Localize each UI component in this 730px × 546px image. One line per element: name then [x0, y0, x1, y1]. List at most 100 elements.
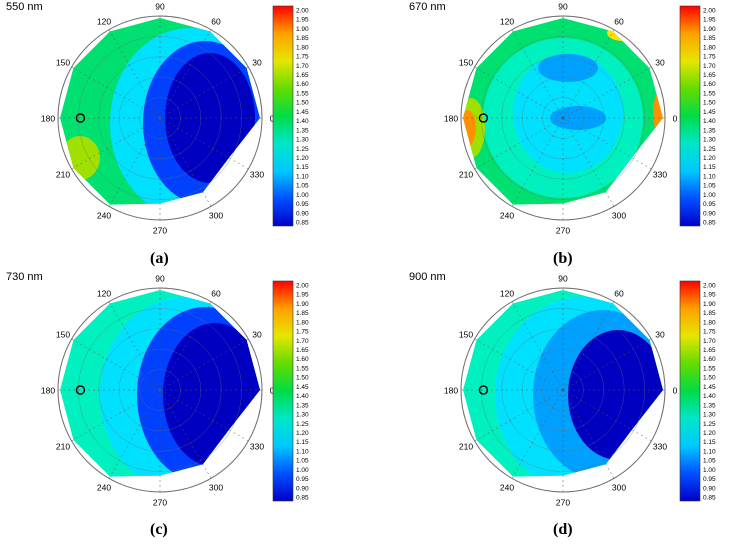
colorbar-tick-label: 0.85: [296, 495, 309, 502]
angle-tick-label: 150: [56, 330, 70, 340]
colorbar-tick-label: 1.40: [703, 393, 716, 400]
colorbar-tick-label: 2.00: [296, 283, 309, 290]
marker-open-circle: [75, 385, 86, 395]
colorbar-tick-label: 1.65: [296, 72, 309, 79]
colorbar-tick-label: 1.15: [703, 164, 716, 171]
colorbar-tick-label: 1.00: [703, 192, 716, 199]
colorbar-tick-label: 1.20: [296, 430, 309, 437]
colorbar: [272, 280, 294, 502]
polar-panel-1: 550 nm 90603003303002702402101801501202.0…: [6, 1, 309, 236]
colorbar-tick-label: 1.90: [703, 26, 716, 33]
angle-tick-label: 270: [153, 226, 167, 236]
angle-tick-label: 90: [558, 2, 568, 12]
colorbar-tick-label: 0.90: [703, 485, 716, 492]
polar-spoke: [562, 301, 615, 391]
polar-spoke: [474, 338, 564, 391]
polar-spoke: [159, 389, 212, 479]
colorbar-tick-label: 0.95: [703, 201, 716, 208]
panel-label-d: (d): [553, 521, 573, 538]
colorbar-tick-label: 1.50: [296, 100, 309, 107]
colorbar-tick-label: 1.45: [296, 384, 309, 391]
colorbar-tick-label: 1.35: [296, 127, 309, 134]
polar-spoke: [562, 389, 652, 442]
angle-tick-label: 60: [614, 289, 624, 299]
marker-open-circle: [478, 385, 489, 395]
colorbar-tick-label: 0.85: [296, 220, 309, 227]
colorbar-tick-label: 2.00: [703, 8, 716, 15]
angle-tick-label: 0: [673, 114, 678, 124]
colorbar-tick-label: 1.00: [296, 467, 309, 474]
colorbar-tick-label: 1.55: [703, 90, 716, 97]
colorbar-tick-label: 1.60: [296, 356, 309, 363]
colorbar-tick-label: 2.00: [296, 8, 309, 15]
polar-spoke: [108, 301, 161, 391]
colorbar-tick-label: 1.30: [703, 412, 716, 419]
colorbar-tick-label: 1.30: [296, 137, 309, 144]
colorbar-tick-label: 1.55: [703, 365, 716, 372]
angle-tick-label: 120: [97, 289, 111, 299]
colorbar-tick-label: 1.50: [703, 100, 716, 107]
colorbar-tick-label: 1.90: [703, 301, 716, 308]
angle-tick-label: 240: [500, 210, 514, 220]
colorbar-tick-label: 1.30: [703, 137, 716, 144]
colorbar-tick-label: 1.20: [703, 155, 716, 162]
polar-spoke: [159, 117, 249, 170]
angle-tick-label: 180: [444, 386, 458, 396]
colorbar-tick-label: 1.65: [703, 72, 716, 79]
colorbar-tick-label: 1.75: [703, 54, 716, 61]
colorbar-tick-label: 1.45: [703, 384, 716, 391]
angle-tick-label: 0: [673, 386, 678, 396]
polar-spoke: [511, 389, 564, 479]
angle-tick-label: 270: [556, 226, 570, 236]
polar-spoke: [159, 66, 249, 119]
colorbar-tick-label: 0.90: [296, 485, 309, 492]
polar-spoke: [511, 301, 564, 391]
colorbar-tick-label: 1.70: [296, 338, 309, 345]
colorbar-tick-label: 1.00: [703, 467, 716, 474]
colorbar-tick-label: 1.80: [296, 44, 309, 51]
colorbar-tick-label: 0.90: [296, 210, 309, 217]
polar-spoke: [71, 66, 161, 119]
polar-spoke: [159, 338, 249, 391]
colorbar-tick-label: 1.25: [296, 146, 309, 153]
colorbar-tick-label: 1.35: [703, 127, 716, 134]
colorbar-tick-label: 1.20: [296, 155, 309, 162]
colorbar-tick-label: 1.45: [296, 109, 309, 116]
polar-spoke: [159, 389, 249, 442]
panel-title: 550 nm: [6, 1, 43, 13]
angle-tick-label: 180: [444, 114, 458, 124]
colorbar: [679, 5, 701, 227]
colorbar-tick-label: 1.70: [703, 63, 716, 70]
angle-tick-label: 210: [459, 170, 473, 180]
colorbar-tick-label: 1.70: [296, 63, 309, 70]
colorbar-tick-label: 1.60: [703, 356, 716, 363]
polar-spoke: [511, 29, 564, 119]
angle-tick-label: 150: [459, 58, 473, 68]
polar-panel-2: 670 nm 90603003303002702402101801501202.0…: [409, 1, 716, 236]
colorbar-tick-label: 1.15: [703, 439, 716, 446]
colorbar-tick-label: 1.85: [296, 310, 309, 317]
colorbar-tick-label: 1.05: [296, 183, 309, 190]
colorbar-tick-label: 0.85: [703, 495, 716, 502]
polar-spoke: [159, 117, 212, 207]
colorbar-tick-label: 1.45: [703, 109, 716, 116]
angle-tick-label: 90: [155, 2, 165, 12]
colorbar-tick-label: 1.05: [703, 183, 716, 190]
colorbar-tick-label: 1.95: [703, 292, 716, 299]
colorbar-tick-label: 0.90: [703, 210, 716, 217]
angle-tick-label: 330: [250, 442, 264, 452]
angle-tick-label: 30: [252, 58, 262, 68]
angle-tick-label: 180: [41, 386, 55, 396]
colorbar-tick-label: 1.40: [296, 393, 309, 400]
polar-spoke: [511, 117, 564, 207]
colorbar-tick-label: 1.10: [703, 173, 716, 180]
colorbar-tick-label: 1.65: [703, 347, 716, 354]
colorbar-tick-label: 1.95: [296, 292, 309, 299]
colorbar-tick-label: 1.25: [703, 146, 716, 153]
colorbar-tick-label: 1.80: [703, 44, 716, 51]
angle-tick-label: 330: [653, 170, 667, 180]
angle-tick-label: 30: [655, 58, 665, 68]
colorbar-tick-label: 1.10: [703, 448, 716, 455]
polar-spoke: [474, 389, 564, 442]
